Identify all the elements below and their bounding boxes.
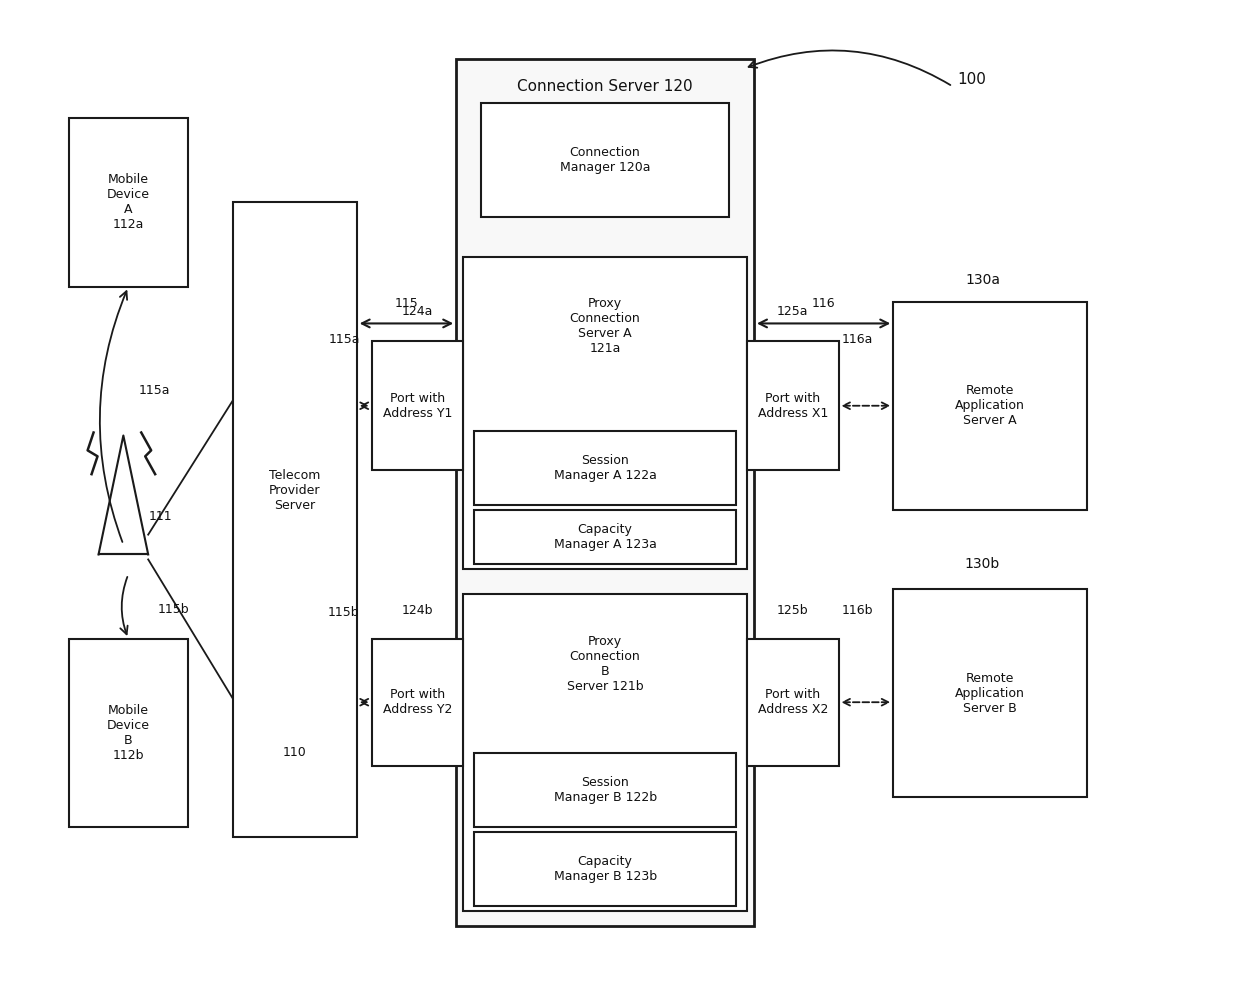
Bar	[463, 595, 748, 911]
Bar	[68, 118, 188, 287]
Text: 115: 115	[394, 297, 418, 310]
Text: Mobile
Device
A
112a: Mobile Device A 112a	[107, 174, 150, 232]
Text: Remote
Application
Server B: Remote Application Server B	[955, 671, 1025, 715]
Text: Remote
Application
Server A: Remote Application Server A	[955, 385, 1025, 427]
Text: Proxy
Connection
Server A
121a: Proxy Connection Server A 121a	[569, 298, 641, 355]
Bar	[748, 639, 838, 766]
Text: 124b: 124b	[402, 604, 433, 617]
Text: 130b: 130b	[965, 557, 1001, 571]
Bar	[474, 510, 737, 564]
Text: 116a: 116a	[842, 333, 873, 346]
Text: Connection Server 120: Connection Server 120	[517, 79, 693, 94]
Bar	[481, 104, 729, 217]
Bar	[893, 302, 1086, 510]
Text: Port with
Address Y1: Port with Address Y1	[383, 391, 453, 420]
Bar	[474, 431, 737, 505]
Text: Session
Manager A 122a: Session Manager A 122a	[554, 454, 656, 482]
Text: 130a: 130a	[965, 273, 999, 287]
Bar	[474, 752, 737, 827]
Text: 115a: 115a	[138, 385, 170, 397]
Bar	[372, 639, 463, 766]
Text: Capacity
Manager B 123b: Capacity Manager B 123b	[553, 855, 657, 883]
Text: 125a: 125a	[777, 306, 808, 318]
Bar	[893, 590, 1086, 798]
Text: 111: 111	[149, 510, 172, 523]
Text: 110: 110	[283, 746, 306, 759]
Text: 100: 100	[957, 72, 987, 87]
Text: Port with
Address Y2: Port with Address Y2	[383, 688, 453, 716]
Text: Mobile
Device
B
112b: Mobile Device B 112b	[107, 704, 150, 762]
Text: 115a: 115a	[329, 333, 360, 346]
Text: Connection
Manager 120a: Connection Manager 120a	[559, 146, 650, 175]
Text: 124a: 124a	[402, 306, 433, 318]
Bar	[748, 341, 838, 470]
Text: Session
Manager B 122b: Session Manager B 122b	[553, 776, 657, 804]
Text: 125b: 125b	[777, 604, 808, 617]
Text: Capacity
Manager A 123a: Capacity Manager A 123a	[554, 524, 656, 551]
Text: Port with
Address X1: Port with Address X1	[758, 391, 828, 420]
Text: 115b: 115b	[159, 602, 190, 615]
Text: Proxy
Connection
B
Server 121b: Proxy Connection B Server 121b	[567, 635, 644, 692]
Text: 115b: 115b	[329, 606, 360, 619]
Text: Telecom
Provider
Server: Telecom Provider Server	[269, 468, 320, 512]
Bar	[233, 202, 357, 837]
Bar	[68, 639, 188, 827]
Text: 116b: 116b	[842, 604, 873, 617]
Bar	[456, 59, 754, 926]
Text: 116: 116	[812, 297, 836, 310]
Bar	[372, 341, 463, 470]
Text: Port with
Address X2: Port with Address X2	[758, 688, 828, 716]
Bar	[463, 257, 748, 569]
Bar	[474, 832, 737, 906]
